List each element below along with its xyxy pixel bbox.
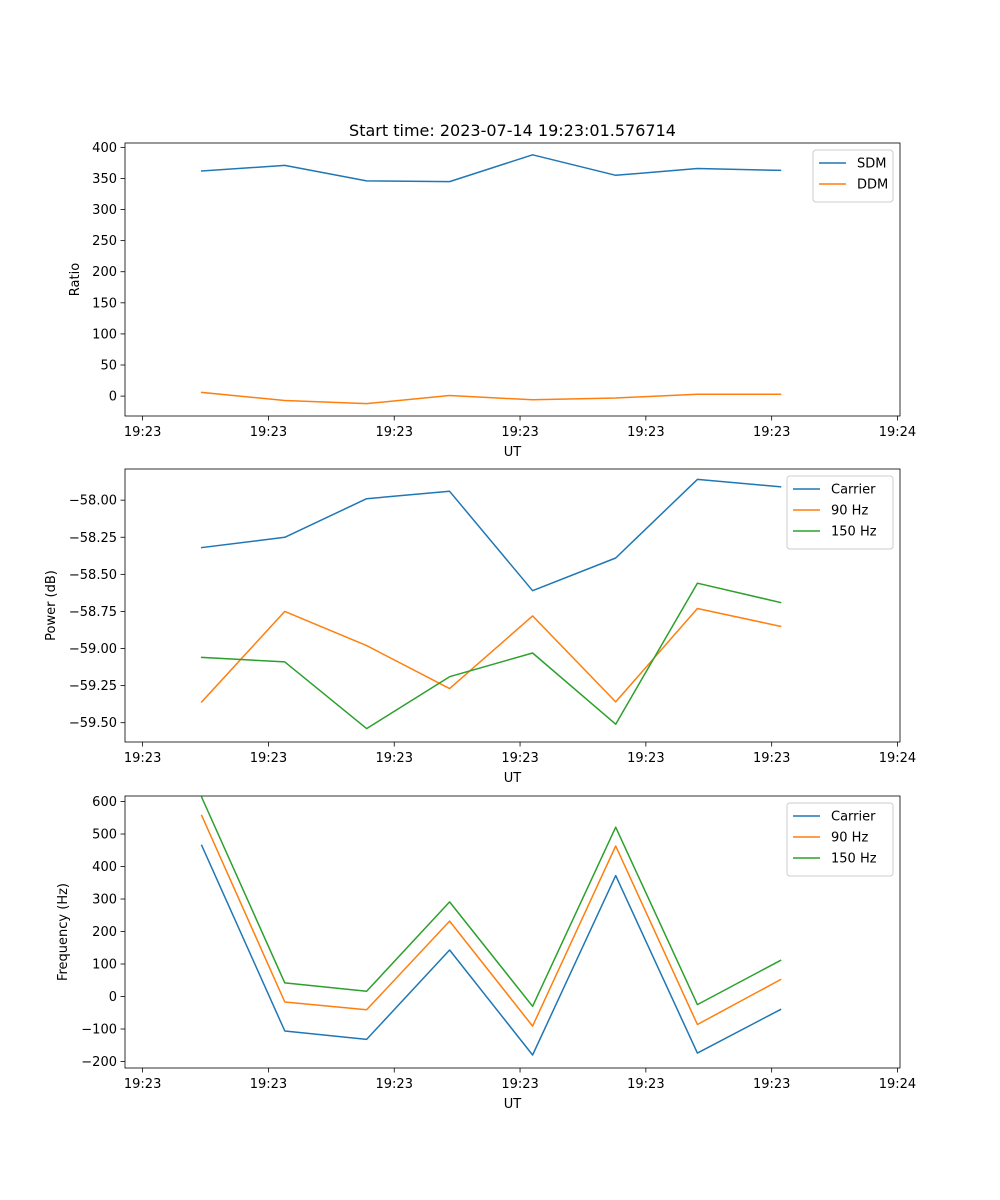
y-tick-label: −58.75 [69,605,117,620]
series-line-90-hz [200,814,782,1027]
x-tick-label: 19:24 [879,1077,916,1092]
legend-label: DDM [857,178,888,193]
y-tick-label: −58.00 [69,494,117,509]
y-tick-label: 100 [92,327,117,342]
x-tick-label: 19:23 [627,751,664,766]
x-tick-label: 19:23 [501,425,538,440]
y-tick-label: 200 [92,925,117,940]
y-tick-label: 350 [92,172,117,187]
x-tick-label: 19:23 [250,1077,287,1092]
legend-label: Carrier [831,810,876,825]
x-tick-label: 19:23 [124,425,161,440]
x-tick-label: 19:23 [250,751,287,766]
y-tick-label: −59.50 [69,716,117,731]
legend: SDM DDM [812,149,894,203]
y-tick-label: 300 [92,203,117,218]
y-tick-label: −59.00 [69,642,117,657]
y-tick-label: 300 [92,893,117,908]
axes-frame [124,468,901,743]
series-line-carrier [200,844,782,1056]
x-tick-label: 19:23 [376,751,413,766]
y-tick-label: 50 [100,359,117,374]
y-axis-label: Ratio [68,263,83,296]
chart-title: Start time: 2023-07-14 19:23:01.576714 [349,121,676,140]
series-line-90-hz [200,607,782,703]
x-tick-label: 19:23 [627,1077,664,1092]
y-tick-label: 600 [92,795,117,810]
axes-frame [124,142,901,417]
y-tick-label: 100 [92,958,117,973]
x-tick-label: 19:23 [376,1077,413,1092]
x-tick-label: 19:23 [124,751,161,766]
series-line-sdm [200,154,782,183]
chart-panel-1: 19:23 19:23 19:23 19:23 19:23 19:23 19:24 0 50 10… [68,121,916,460]
y-tick-label: 400 [92,860,117,875]
legend-label: Carrier [831,483,876,498]
y-tick-label: 500 [92,828,117,843]
y-tick-label: 400 [92,141,117,156]
series-line-ddm [200,391,782,405]
x-tick-label: 19:23 [501,1077,538,1092]
x-tick-label: 19:23 [753,751,790,766]
x-tick-label: 19:23 [501,751,538,766]
y-axis-label: Power (dB) [44,570,59,641]
legend-label: 150 Hz [831,525,877,540]
y-tick-label: −58.25 [69,531,117,546]
x-tick-label: 19:24 [879,425,916,440]
x-tick-label: 19:23 [627,425,664,440]
chart-panel-2: 19:23 19:23 19:23 19:23 19:23 19:23 19:24 −59.5… [44,468,916,786]
legend-label: 150 Hz [831,852,877,867]
y-tick-label: 0 [109,990,117,1005]
axes-frame [124,795,901,1069]
x-axis-label: UT [504,771,522,786]
y-tick-label: −59.25 [69,679,117,694]
x-axis-label: UT [504,445,522,460]
series-line-150-hz [200,582,782,730]
legend-label: 90 Hz [831,504,868,519]
y-axis-label: Frequency (Hz) [56,883,71,981]
series-line-carrier [200,478,782,592]
y-tick-label: 150 [92,296,117,311]
chart-panel-3: 19:23 19:23 19:23 19:23 19:23 19:23 19:24 −200 −… [56,795,916,1112]
y-tick-label: 0 [109,390,117,405]
x-tick-label: 19:23 [753,1077,790,1092]
y-tick-label: −58.50 [69,568,117,583]
y-tick-label: 250 [92,234,117,249]
x-tick-label: 19:24 [879,751,916,766]
y-tick-label: −100 [81,1023,117,1038]
legend: Carrier 90 Hz 150 Hz [786,802,894,877]
y-tick-label: −200 [81,1055,117,1070]
x-tick-label: 19:23 [753,425,790,440]
x-tick-label: 19:23 [250,425,287,440]
series-line-150-hz [200,796,782,1008]
legend: Carrier 90 Hz 150 Hz [786,475,894,550]
legend-label: 90 Hz [831,831,868,846]
legend-label: SDM [857,157,886,172]
x-tick-label: 19:23 [376,425,413,440]
y-tick-label: 200 [92,265,117,280]
x-tick-label: 19:23 [124,1077,161,1092]
x-axis-label: UT [504,1097,522,1112]
